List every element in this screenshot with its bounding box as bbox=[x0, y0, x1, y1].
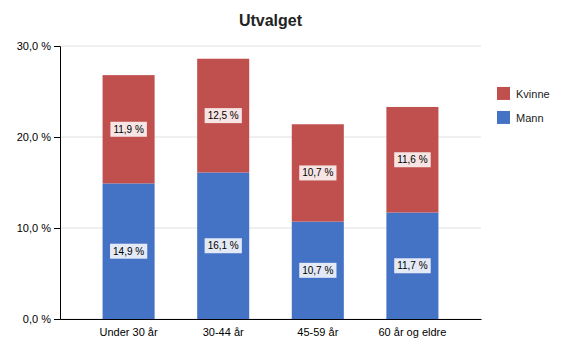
data-label: 10,7 % bbox=[299, 263, 336, 278]
grid-line bbox=[60, 46, 481, 47]
bar bbox=[197, 172, 249, 319]
title: Utvalget bbox=[239, 12, 303, 29]
bar bbox=[292, 222, 344, 319]
x-tick: Under 30 år bbox=[100, 326, 158, 338]
series-bars bbox=[103, 59, 439, 222]
bars bbox=[103, 59, 439, 319]
legend-item: Mann bbox=[497, 111, 544, 124]
y-tick: 30,0 % bbox=[17, 40, 60, 52]
y-axis-line bbox=[54, 47, 61, 320]
x-tick: 60 år og eldre bbox=[378, 326, 446, 338]
bar bbox=[103, 75, 155, 183]
data-label-text: 10,7 % bbox=[302, 167, 333, 178]
data-label: 16,1 % bbox=[205, 238, 242, 253]
data-label: 12,5 % bbox=[205, 108, 242, 123]
data-label-background bbox=[299, 263, 336, 278]
y-tick-label: 30,0 % bbox=[17, 40, 51, 52]
y-tick-mark bbox=[54, 46, 60, 47]
data-label: 11,9 % bbox=[110, 122, 146, 137]
data-label-background bbox=[394, 258, 430, 273]
chart-container: Utvalget 0,0 % 10,0 % 20,0 % 30,0 % Under 30 … bbox=[0, 0, 586, 353]
legend-swatch bbox=[497, 87, 510, 100]
x-tick: 45-59 år bbox=[297, 326, 338, 338]
legend: Kvinne Mann bbox=[497, 87, 550, 124]
data-label-background bbox=[110, 244, 147, 259]
data-label-text: 10,7 % bbox=[302, 265, 333, 276]
bar bbox=[103, 183, 155, 319]
data-label: 11,7 % bbox=[394, 258, 430, 273]
legend-label: Mann bbox=[516, 112, 544, 124]
data-label-text: 16,1 % bbox=[208, 240, 239, 251]
data-label: 10,7 % bbox=[299, 165, 336, 180]
data-label-background bbox=[299, 165, 336, 180]
grid bbox=[60, 46, 481, 319]
bar bbox=[386, 107, 438, 213]
data-label-background bbox=[205, 108, 242, 123]
bar bbox=[386, 213, 438, 319]
y-tick-mark bbox=[54, 137, 60, 138]
data-label-background bbox=[110, 122, 146, 137]
y-tick-label: 0,0 % bbox=[23, 313, 51, 325]
x-tick-label: 60 år og eldre bbox=[378, 326, 446, 338]
y-tick-label: 20,0 % bbox=[17, 131, 51, 143]
legend-item: Kvinne bbox=[497, 87, 550, 100]
x-tick-label: 45-59 år bbox=[297, 326, 338, 338]
data-label: 14,9 % bbox=[110, 244, 147, 259]
chart: Utvalget 0,0 % 10,0 % 20,0 % 30,0 % Under 30 … bbox=[0, 0, 586, 353]
data-label-text: 14,9 % bbox=[113, 246, 144, 257]
data-label-text: 11,9 % bbox=[113, 124, 143, 135]
data-label-text: 11,6 % bbox=[397, 154, 427, 165]
legend-label: Kvinne bbox=[516, 88, 550, 100]
y-tick-label: 10,0 % bbox=[17, 222, 51, 234]
data-label: 11,6 % bbox=[394, 152, 430, 167]
data-label-text: 12,5 % bbox=[208, 110, 239, 121]
y-tick: 20,0 % bbox=[17, 131, 60, 143]
plot: 0,0 % 10,0 % 20,0 % 30,0 % Under 30 år 30-44 … bbox=[17, 40, 482, 338]
y-tick: 10,0 % bbox=[17, 222, 60, 234]
x-tick: 30-44 år bbox=[203, 326, 244, 338]
x-tick-label: Under 30 år bbox=[100, 326, 158, 338]
bar bbox=[197, 59, 249, 173]
x-tick-label: 30-44 år bbox=[203, 326, 244, 338]
x-axis-line bbox=[61, 319, 482, 320]
y-tick: 0,0 % bbox=[23, 313, 60, 325]
y-tick-mark bbox=[54, 228, 60, 229]
y-tick-mark bbox=[54, 319, 60, 320]
data-label-background bbox=[205, 238, 242, 253]
bar bbox=[292, 124, 344, 221]
legend-swatch bbox=[497, 111, 510, 124]
data-label-background bbox=[394, 152, 430, 167]
data-label-text: 11,7 % bbox=[397, 260, 427, 271]
x-axis: Under 30 år 30-44 år 45-59 år 60 år og eldr… bbox=[61, 320, 482, 338]
y-axis: 0,0 % 10,0 % 20,0 % 30,0 % bbox=[17, 40, 61, 325]
data-labels: 14,9 % 16,1 % 10,7 % 11,7 % 11,9 % 12,5 % 10,7… bbox=[110, 108, 431, 278]
